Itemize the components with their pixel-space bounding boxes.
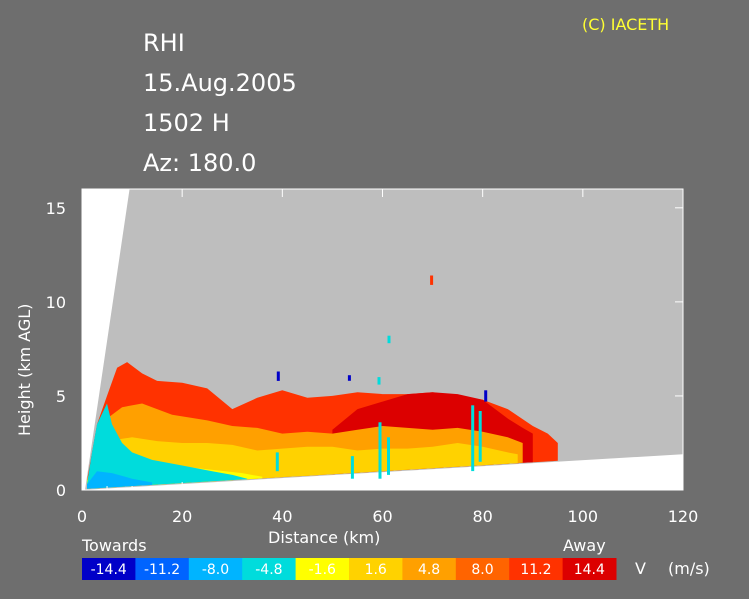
colorbar-label: 4.8 (418, 562, 440, 578)
unscanned-region-top (82, 189, 130, 490)
echo-speckle-9 (484, 390, 488, 402)
x-tick-label: 60 (372, 507, 392, 526)
colorbar-swatch-5 (349, 558, 403, 580)
x-tick-label: 120 (668, 507, 699, 526)
colorbar-label: 14.4 (574, 562, 605, 578)
echo-speckle-1 (350, 456, 354, 479)
echo-speckles (275, 275, 488, 479)
unscanned-region-bottom (82, 454, 683, 490)
colorbar-label: 8.0 (471, 562, 493, 578)
towards-label: Towards (81, 536, 147, 555)
variable-label: V (635, 559, 646, 578)
echo-speckle-7 (377, 377, 381, 385)
time-label: 1502 H (143, 109, 230, 137)
colorbar-swatch-9 (562, 558, 617, 580)
azimuth-label: Az: 180.0 (143, 149, 256, 177)
y-tick-label: 0 (56, 481, 66, 500)
axis-ticks: 0 20 40 60 80 100 120 0 5 10 15 (46, 189, 699, 526)
product-title: RHI (143, 29, 185, 57)
colorbar-label: 11.2 (520, 562, 551, 578)
echo-speckle-0 (275, 452, 279, 472)
colorbar-swatch-3 (242, 558, 297, 580)
x-tick-label: 100 (568, 507, 599, 526)
x-tick-label: 40 (272, 507, 292, 526)
echo-speckle-11 (276, 371, 280, 381)
colorbar-swatch-6 (402, 558, 457, 580)
echo-layer-6 (87, 471, 153, 489)
x-axis-label: Distance (km) (268, 528, 380, 547)
y-axis-label: Height (km AGL) (15, 304, 34, 436)
y-tick-label: 5 (56, 387, 66, 406)
units-label: (m/s) (668, 559, 710, 578)
colorbar-swatch-1 (135, 558, 190, 580)
echo-speckle-10 (347, 375, 351, 381)
echo-speckle-3 (387, 437, 390, 475)
x-tick-label: 80 (472, 507, 492, 526)
y-tick-label: 10 (46, 293, 66, 312)
colorbar-swatch-8 (509, 558, 564, 580)
echo-speckle-8 (430, 275, 434, 285)
echo-speckle-2 (378, 422, 382, 479)
colorbar-label: -8.0 (202, 562, 229, 578)
colorbar: -14.4 -11.2 -8.0 -4.8 -1.6 1.6 4.8 8.0 11.2 14.4 (82, 558, 617, 580)
x-tick-label: 20 (172, 507, 192, 526)
echo-speckle-5 (478, 411, 482, 462)
echo-speckle-4 (471, 405, 475, 472)
colorbar-label: -1.6 (309, 562, 336, 578)
echo-speckle-6 (387, 335, 391, 344)
colorbar-swatch-2 (188, 558, 243, 580)
colorbar-label: -4.8 (255, 562, 282, 578)
colorbar-label: 1.6 (365, 562, 387, 578)
plot-area: 0 20 40 60 80 100 120 0 5 10 15 (46, 188, 699, 526)
x-tick-label: 0 (77, 507, 87, 526)
colorbar-label: -14.4 (91, 562, 127, 578)
away-label: Away (563, 536, 606, 555)
colorbar-swatch-7 (455, 558, 510, 580)
echo-layer-5 (87, 403, 248, 489)
y-tick-label: 15 (46, 199, 66, 218)
colorbar-swatch-0 (82, 558, 136, 580)
copyright-label: (C) IACETH (582, 15, 669, 34)
echo-layers (87, 362, 558, 489)
colorbar-label: -11.2 (144, 562, 180, 578)
colorbar-swatch-4 (295, 558, 350, 580)
date-label: 15.Aug.2005 (143, 69, 297, 97)
